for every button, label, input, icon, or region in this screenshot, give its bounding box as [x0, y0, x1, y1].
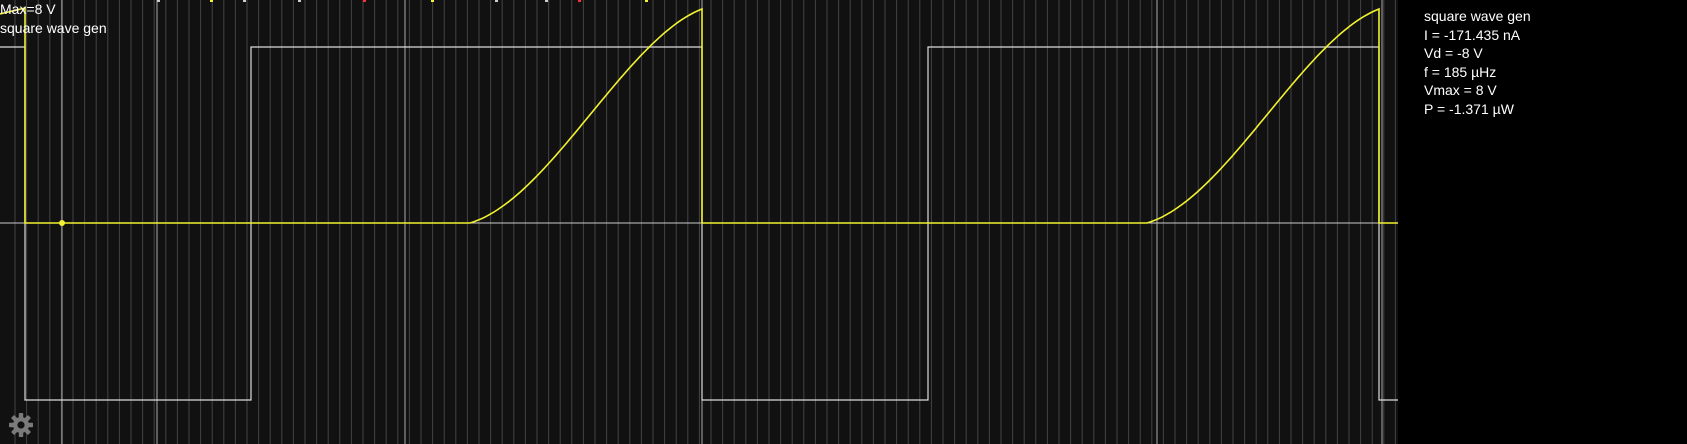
info-line-vmax: Vmax = 8 V	[1424, 81, 1531, 100]
scope-header: Max=8 V square wave gen	[0, 0, 107, 37]
top-marker	[578, 0, 581, 2]
settings-button[interactable]	[8, 412, 34, 438]
top-marker	[210, 0, 213, 2]
top-marker	[243, 0, 246, 2]
info-panel: square wave gen I = -171.435 nA Vd = -8 …	[1424, 7, 1531, 118]
scope-max-label: Max=8 V	[0, 0, 107, 19]
top-marker	[298, 0, 301, 2]
top-marker	[157, 0, 160, 2]
top-marker	[495, 0, 498, 2]
top-marker	[645, 0, 648, 2]
info-line-current: I = -171.435 nA	[1424, 26, 1531, 45]
top-marker	[363, 0, 366, 2]
top-marker	[545, 0, 548, 2]
gear-icon	[8, 412, 34, 438]
info-line-voltage-drop: Vd = -8 V	[1424, 44, 1531, 63]
info-line-power: P = -1.371 µW	[1424, 100, 1531, 119]
info-line-name: square wave gen	[1424, 7, 1531, 26]
top-marker	[431, 0, 434, 2]
scope-name-label: square wave gen	[0, 19, 107, 38]
info-line-frequency: f = 185 µHz	[1424, 63, 1531, 82]
cursor-dot	[59, 220, 65, 226]
